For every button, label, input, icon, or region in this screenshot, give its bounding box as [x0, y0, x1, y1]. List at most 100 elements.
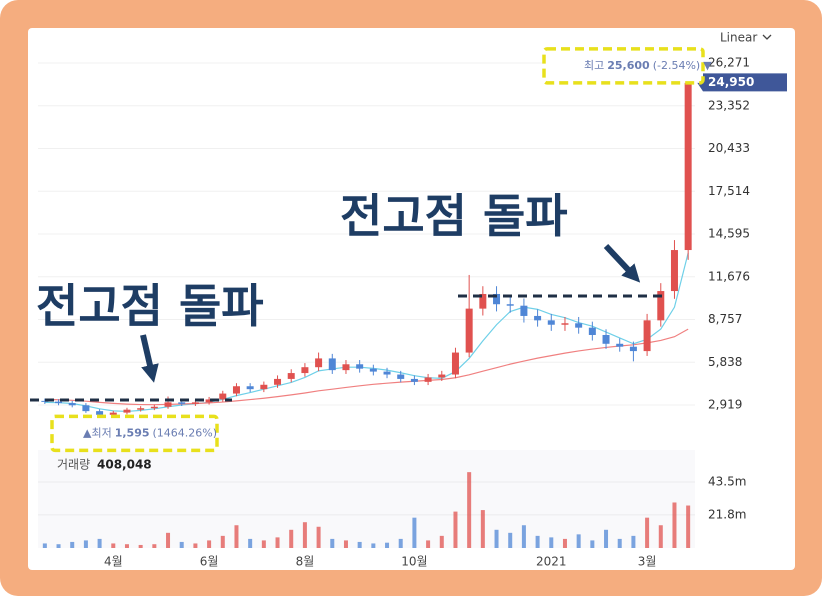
candle-body: [670, 250, 678, 292]
high-marker-label: 최고: [584, 59, 604, 72]
high-marker: 최고 25,600 (-2.54%) ▼: [584, 59, 712, 72]
candle-body: [274, 378, 282, 385]
y-tick-label: 21.8m: [708, 507, 746, 521]
chart-panel: [28, 28, 795, 570]
volume-label: 거래량: [57, 458, 90, 472]
volume-bar: [604, 529, 609, 548]
volume-bar: [562, 538, 567, 548]
volume-bar: [412, 517, 417, 548]
volume-bar: [111, 543, 116, 548]
volume-panel: [38, 450, 695, 548]
volume-bar: [631, 535, 636, 548]
volume-bar: [645, 517, 650, 548]
candle-body: [520, 305, 528, 316]
volume-bar: [275, 537, 280, 548]
x-tick-label: 4월: [104, 555, 123, 569]
volume-bar: [398, 538, 403, 548]
volume-bar: [207, 540, 212, 548]
candle-body: [383, 371, 391, 375]
volume-bar: [343, 540, 348, 548]
plot: [38, 62, 695, 548]
volume-bar: [508, 532, 513, 548]
candle-body: [205, 399, 213, 403]
volume-bar: [576, 534, 581, 548]
candle-body: [342, 364, 350, 371]
volume-bar: [426, 540, 431, 548]
y-tick-label: 11,676: [708, 269, 750, 283]
volume-bar: [220, 535, 225, 548]
menu-chevron[interactable]: [762, 34, 772, 40]
volume-bar: [152, 544, 157, 548]
volume-bar: [97, 538, 102, 548]
candle-body: [547, 320, 555, 325]
y-tick-label: 2,919: [708, 398, 742, 412]
volume-bar: [316, 526, 321, 548]
candle-body: [260, 384, 268, 390]
candle-body: [438, 374, 446, 378]
annotation: 전고점 돌파: [340, 189, 568, 243]
candle-body: [315, 358, 323, 368]
candle-body: [82, 405, 90, 412]
volume-bar: [357, 541, 362, 548]
high-marker-value: 25,600: [607, 59, 650, 72]
x-tick-label: 2021: [536, 555, 567, 569]
candle-body: [68, 403, 76, 406]
volume-bar: [70, 541, 75, 548]
volume-bar: [453, 511, 458, 548]
candle-body: [534, 315, 542, 321]
candle-body: [301, 367, 309, 374]
low-marker-change: (1464.26%): [153, 426, 218, 439]
volume-bar: [261, 540, 266, 548]
candle-body: [424, 377, 432, 382]
low-marker-arrow: ▲: [83, 426, 92, 439]
candle-body: [657, 291, 665, 321]
volume-bar: [83, 540, 88, 548]
candle-body: [465, 308, 473, 353]
x-tick-label: 3월: [638, 555, 657, 569]
y-tick-label: 20,433: [708, 141, 750, 155]
volume-bar: [193, 543, 198, 548]
volume-bar: [56, 544, 61, 548]
candle-body: [369, 368, 377, 372]
volume-bar: [166, 532, 171, 548]
volume-bar: [124, 544, 129, 548]
candle-body: [41, 400, 49, 402]
x-tick-label: 6월: [200, 555, 219, 569]
candle-body: [191, 402, 199, 404]
volume-bar: [248, 538, 253, 548]
candle-body: [164, 402, 172, 407]
arrow: [140, 334, 159, 383]
volume-bar: [672, 502, 677, 548]
volume-last: 408,048: [97, 458, 152, 472]
candle-body: [629, 346, 637, 352]
volume-bar: [617, 538, 622, 548]
volume-bar: [535, 535, 540, 548]
candle-body: [493, 293, 501, 305]
volume-bar: [179, 541, 184, 548]
x-tick-label: 8월: [296, 555, 315, 569]
candle-body: [232, 386, 240, 394]
candle-body: [410, 378, 418, 382]
candle-body: [575, 323, 583, 328]
volume-bar: [234, 525, 239, 548]
moving-average: [44, 328, 689, 406]
annotation: 전고점 돌파: [36, 279, 264, 333]
candle-body: [616, 343, 624, 347]
volume-bar: [480, 510, 485, 548]
y-tick-label: 17,514: [708, 184, 750, 198]
candle-body: [684, 82, 692, 251]
candle-body: [328, 358, 336, 371]
candle-body: [588, 327, 596, 335]
volume-bar: [549, 537, 554, 548]
volume-bar: [590, 540, 595, 548]
y-tick-label: 8,757: [708, 312, 742, 326]
low-marker-box: [50, 414, 219, 453]
volume-bar: [494, 529, 499, 548]
volume-bar: [330, 538, 335, 548]
volume-bar: [385, 542, 390, 548]
scale-menu[interactable]: Linear: [720, 31, 757, 45]
candle-body: [451, 352, 459, 375]
candle-body: [479, 293, 487, 309]
volume-bar: [371, 543, 376, 548]
